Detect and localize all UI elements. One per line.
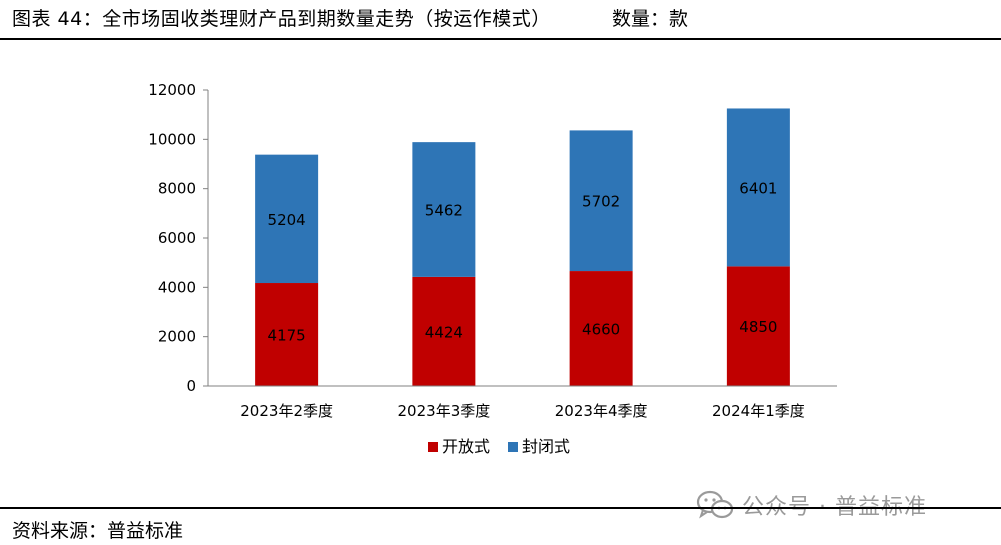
x-axis: 2023年2季度 2023年3季度 2023年4季度 2024年1季度 (208, 385, 837, 420)
y-tick-label: 2000 (158, 328, 196, 346)
legend-swatch-closed (508, 442, 518, 452)
bar-value-label: 4424 (425, 323, 463, 341)
y-tick-label: 8000 (158, 180, 196, 198)
legend-label-open: 开放式 (442, 437, 490, 456)
x-tick-label: 2023年4季度 (555, 402, 648, 420)
x-tick-label: 2023年2季度 (240, 402, 333, 420)
bar-open-0 (255, 283, 319, 386)
bar-value-label: 5462 (425, 202, 463, 220)
watermark: 公众号 · 普益标准 (696, 487, 927, 523)
top-rule (0, 38, 1001, 40)
y-tick-label: 10000 (148, 130, 196, 148)
legend-swatch-open (428, 442, 438, 452)
legend: 开放式 封闭式 (428, 437, 570, 456)
stacked-bar-chart: 0 2000 4000 6000 8000 10000 12000 4175 5204 4424… (148, 81, 837, 456)
bar-value-label: 4660 (582, 321, 620, 339)
watermark-text: 公众号 · 普益标准 (742, 495, 927, 520)
x-tick-label: 2024年1季度 (712, 402, 805, 420)
bottom-rule (0, 507, 1001, 509)
bar-closed-3 (726, 108, 790, 267)
source-note: 资料来源：普益标准 (12, 520, 184, 542)
y-tick-label: 12000 (148, 81, 196, 99)
bar-value-label: 5702 (582, 193, 620, 211)
bar-closed-1 (412, 142, 476, 277)
y-axis: 0 2000 4000 6000 8000 10000 12000 (148, 81, 209, 395)
y-tick-label: 4000 (158, 278, 196, 296)
bar-closed-0 (255, 154, 319, 284)
x-tick-label: 2023年3季度 (398, 402, 491, 420)
y-tick-label: 0 (186, 377, 196, 395)
y-tick-label: 6000 (158, 229, 196, 247)
chart-title: 图表 44：全市场固收类理财产品到期数量走势（按运作模式） (12, 8, 551, 30)
legend-label-closed: 封闭式 (522, 437, 570, 456)
wechat-icon (696, 490, 734, 519)
chart-header: 图表 44：全市场固收类理财产品到期数量走势（按运作模式） 数量：款 (0, 0, 1001, 38)
bar-open-3 (726, 266, 790, 386)
bar-value-label: 4850 (739, 318, 777, 336)
bar-value-label: 6401 (739, 179, 777, 197)
bar-closed-2 (569, 130, 633, 272)
bar-value-label: 4175 (268, 327, 306, 345)
bars-group: 4175 5204 4424 5462 4660 5702 4850 6401 (255, 108, 790, 386)
bar-open-2 (569, 271, 633, 386)
bar-value-label: 5204 (268, 211, 306, 229)
unit-label: 数量：款 (612, 8, 689, 30)
bar-open-1 (412, 276, 476, 386)
